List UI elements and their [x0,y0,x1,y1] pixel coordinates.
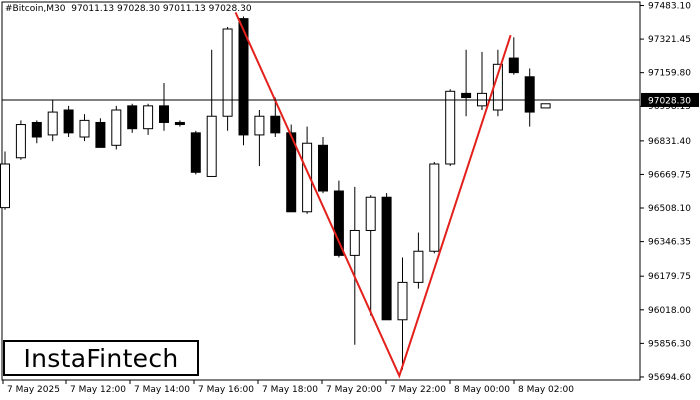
brand-logo: InstaFintech [3,340,199,376]
y-tick-label: 96508.10 [648,204,691,214]
candle-body-bear [63,109,74,134]
candle-body-bull [397,281,408,321]
x-tick-label: 7 May 18:00 [262,385,318,395]
x-tick-label: 7 May 12:00 [70,385,126,395]
candle-body-bear [31,121,42,138]
candles-layer [0,16,551,370]
current-price-label: 97028.30 [648,96,691,106]
candle [254,110,265,167]
candle-body-bear [190,132,201,173]
candle-body-bull [429,163,440,252]
candle [47,99,58,142]
candle-body-bull [79,119,90,138]
candle [222,26,233,131]
candle-body-bull [47,111,58,136]
candle [429,161,440,254]
candle-body-bear [174,121,185,126]
candle [174,120,185,127]
candle-body-bear [238,18,249,136]
candle [286,124,297,213]
candle [31,120,42,144]
candle-body-bull [111,109,122,146]
y-tick-label: 96669.75 [648,170,691,180]
candle-body-bull [413,250,424,283]
y-tick-label: 95856.30 [648,339,691,349]
candle-body-bull [206,115,217,177]
candle [270,97,281,137]
candle-body-bear [270,115,281,134]
candle [206,49,217,177]
candle-body-bear [381,196,392,321]
candle-body-bear [286,132,297,213]
candle [95,118,106,148]
candle [238,16,249,146]
candle [540,103,551,109]
candle [143,103,154,135]
x-tick-label: 8 May 00:00 [454,385,510,395]
y-tick-label: 96831.40 [648,137,691,147]
y-tick-label: 96179.75 [648,272,691,282]
chart-header: #Bitcoin,M30 97011.13 97028.30 97011.13 … [5,4,252,14]
y-tick-label: 97159.80 [648,69,691,79]
candle-body-bear [95,121,106,148]
candle-body-bull [540,103,551,109]
candle [159,83,169,131]
candle [111,105,122,150]
candle-body-bull [15,124,26,159]
candle [127,103,138,133]
y-tick-label: 96018.00 [648,306,691,316]
candle [365,195,376,316]
candle [0,151,10,210]
symbol-timeframe: #Bitcoin,M30 [5,4,66,14]
x-tick-label: 7 May 20:00 [326,385,382,395]
candle [413,232,424,289]
y-tick-label: 97321.45 [648,35,691,45]
candle [461,49,472,117]
y-tick-label: 96346.35 [648,238,691,248]
candle [15,120,26,160]
candle-body-bear [318,144,328,192]
pattern-layer [234,11,512,379]
candle-body-bull [222,28,233,117]
candle [63,105,74,137]
x-axis: 7 May 2025 7 May 12:00 7 May 14:00 7 May 16… [2,380,574,395]
candle [79,114,90,142]
y-tick-label: 96998.15 [648,102,691,112]
candle-body-bear [461,92,472,99]
candle [349,186,360,345]
y-tick-label: 95694.60 [648,373,691,383]
candle-body-bull [365,196,376,231]
x-tick-label: 8 May 02:00 [518,385,574,395]
candle [445,89,456,167]
candle-body-bear [333,190,344,256]
candle [508,37,519,75]
candle [381,193,392,321]
x-tick-label: 7 May 14:00 [134,385,190,395]
current-price-badge [641,92,699,107]
candle [333,180,344,258]
y-axis: 97483.10 97321.45 97159.80 96998.15 96831.40… [640,2,699,383]
x-tick-label: 7 May 2025 [7,385,60,395]
candle-body-bear [159,105,169,123]
y-tick-label: 97483.10 [648,2,691,12]
brand-logo-text: InstaFintech [23,343,179,373]
x-tick-label: 7 May 16:00 [198,385,254,395]
candle-body-bear [127,105,138,130]
candle-body-bear [524,76,535,113]
candle-body-bull [143,105,154,130]
candle-body-bull [445,90,456,165]
x-tick-label: 7 May 22:00 [390,385,446,395]
candle-body-bull [349,229,360,256]
candle-body-bull [0,163,10,209]
candle-body-bull [302,142,313,213]
candle-body-bear [508,57,519,74]
candle [524,68,535,127]
pattern-line [234,11,512,379]
candle [397,257,408,370]
candle [318,137,328,194]
candle [190,130,201,175]
ohlc-readout: 97011.13 97028.30 97011.13 97028.30 [71,4,252,14]
candle-body-bull [254,115,265,136]
